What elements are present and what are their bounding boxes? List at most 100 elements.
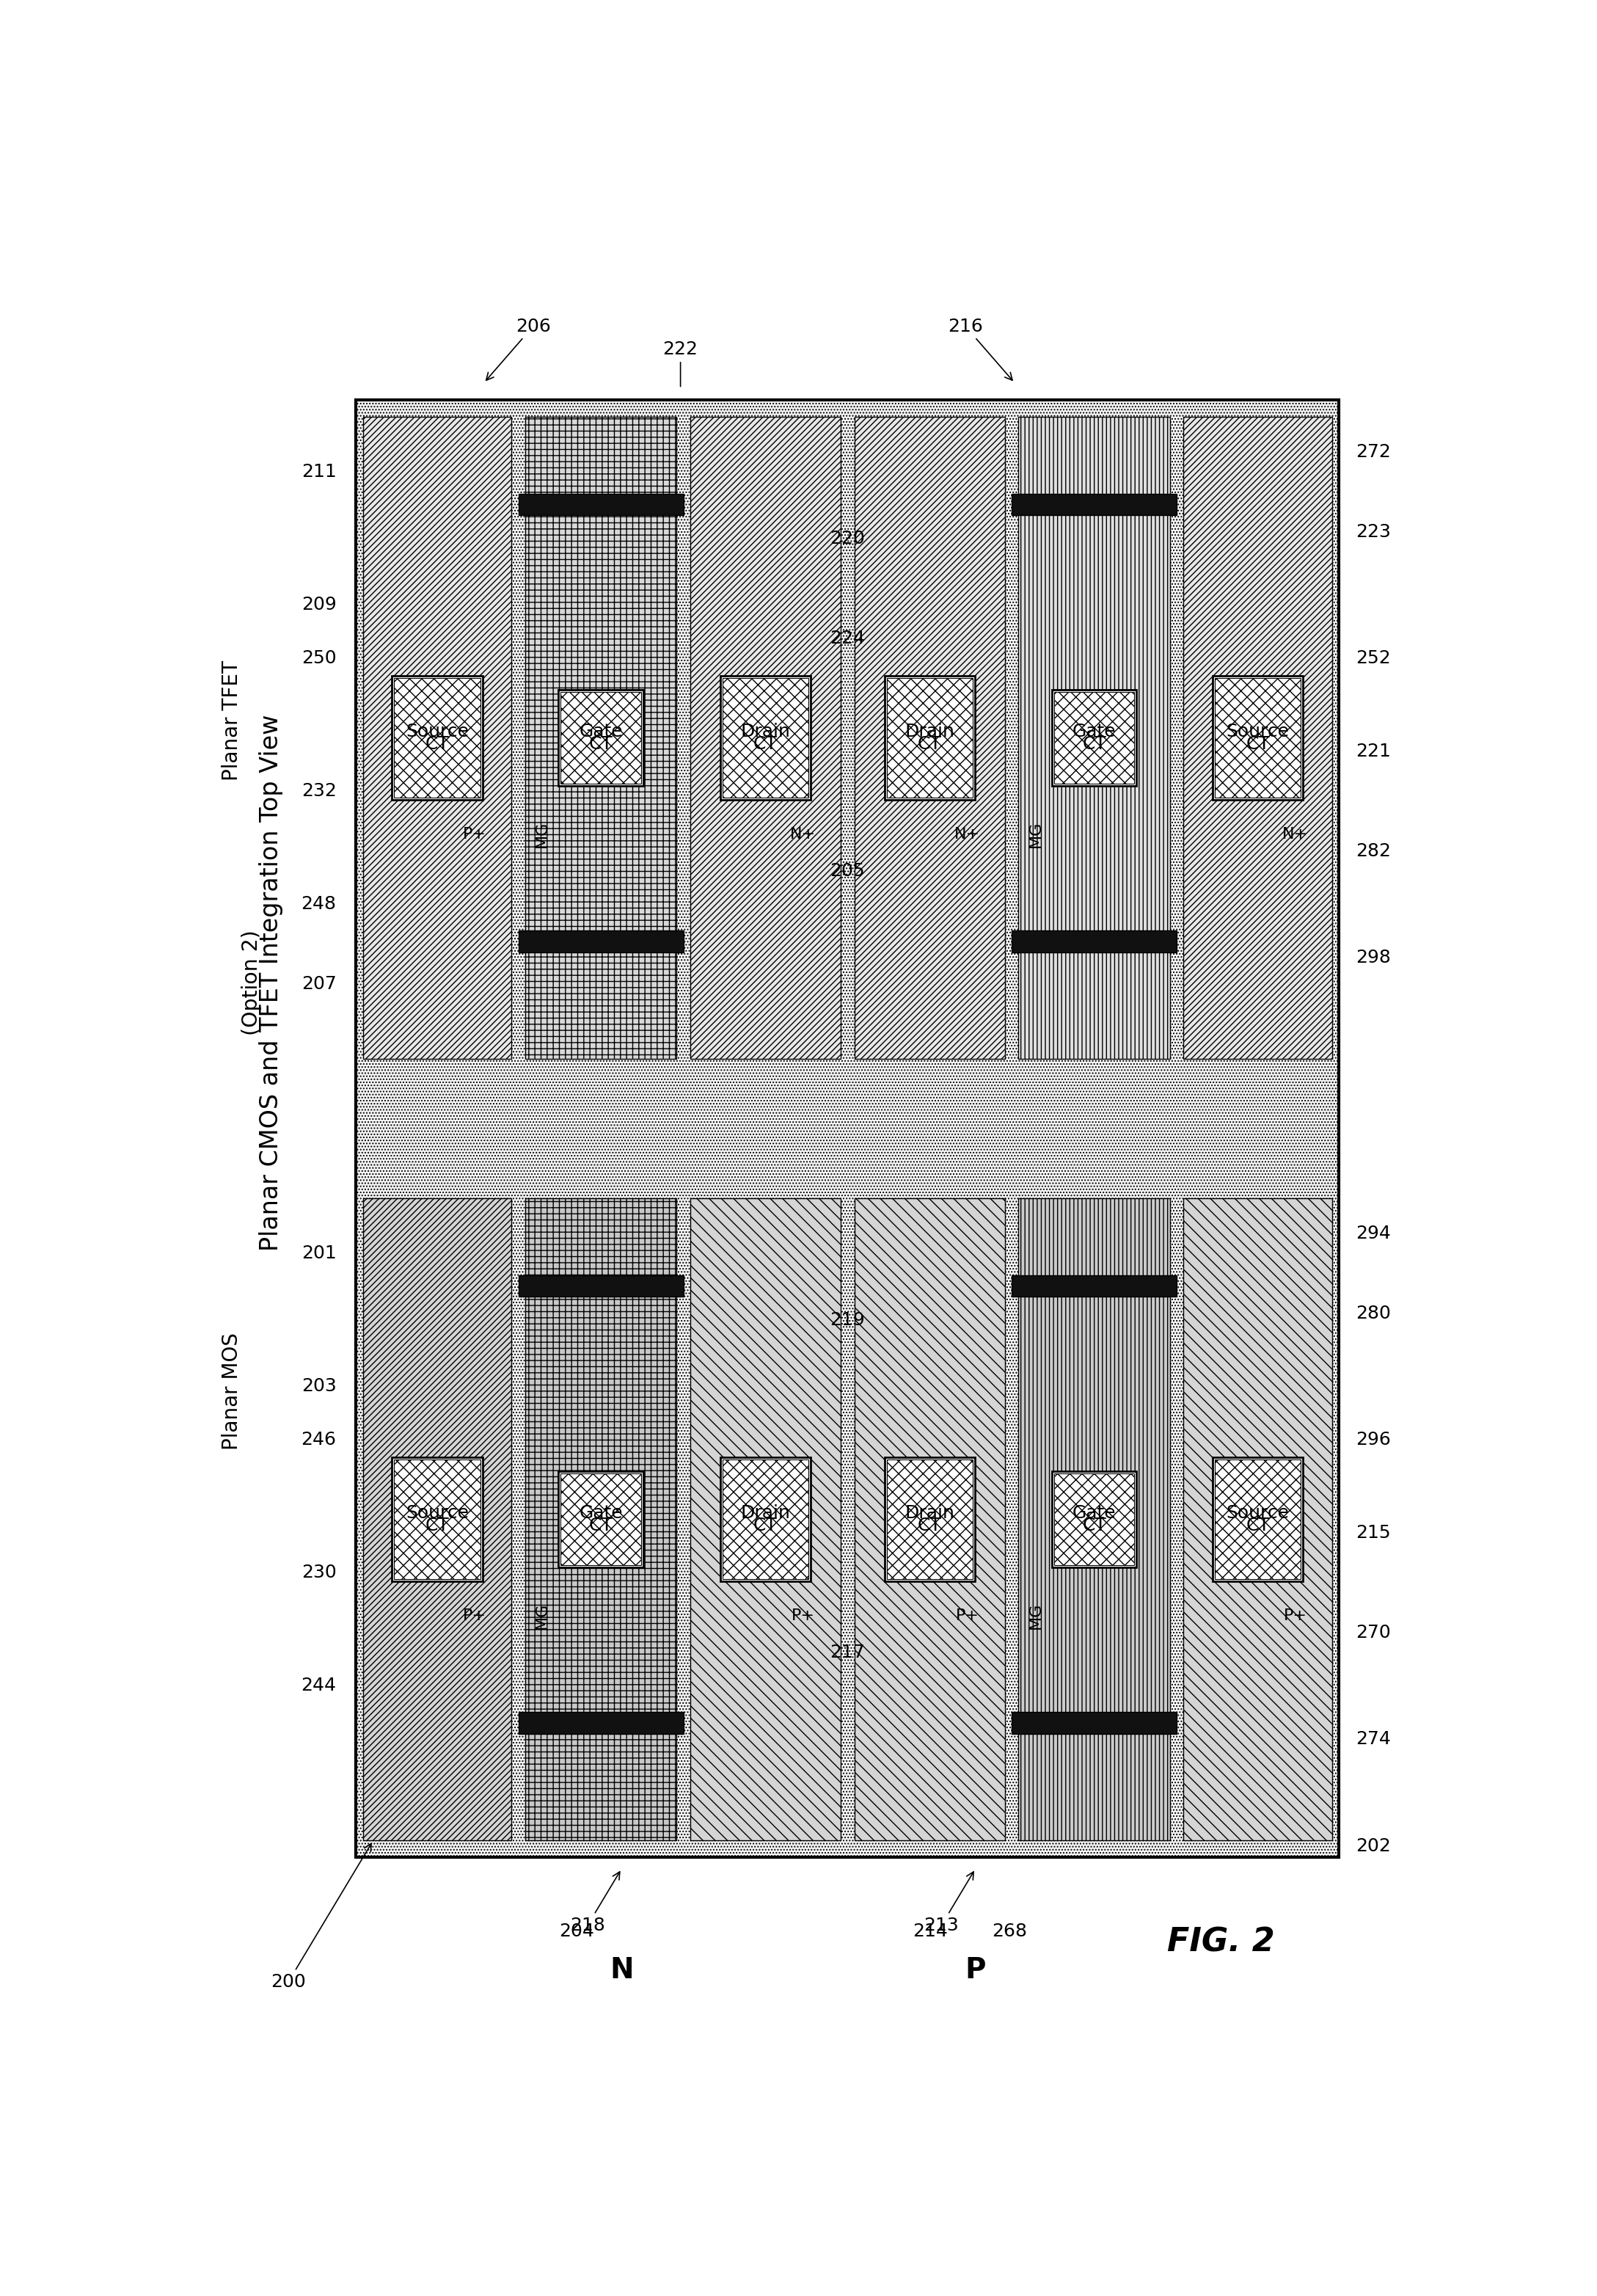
Text: MG: MG — [1028, 822, 1043, 847]
Text: Gate: Gate — [580, 723, 623, 742]
Text: MG: MG — [1028, 1603, 1043, 1630]
Text: CT: CT — [1246, 1518, 1270, 1534]
Bar — [854, 1199, 1005, 1841]
Text: Source: Source — [1226, 1504, 1289, 1522]
Text: 222: 222 — [663, 340, 698, 358]
Text: 214: 214 — [912, 1922, 947, 1940]
Text: 206: 206 — [485, 317, 551, 381]
Text: 209: 209 — [302, 597, 337, 613]
Text: 246: 246 — [302, 1430, 337, 1449]
Text: 244: 244 — [302, 1676, 337, 1694]
Text: CT: CT — [589, 1518, 613, 1534]
Text: P+: P+ — [463, 1609, 485, 1623]
Bar — [1019, 1199, 1171, 1841]
Bar — [1183, 1199, 1332, 1841]
Text: 211: 211 — [302, 464, 337, 480]
Text: Planar TFET: Planar TFET — [222, 661, 243, 781]
Bar — [885, 1458, 974, 1582]
Text: 213: 213 — [925, 1871, 974, 1933]
Text: 248: 248 — [302, 895, 337, 914]
Text: CT: CT — [589, 735, 613, 753]
Text: CT: CT — [918, 735, 942, 753]
Text: N+: N+ — [955, 827, 981, 843]
Text: 215: 215 — [1356, 1525, 1391, 1541]
Text: 230: 230 — [302, 1564, 337, 1582]
Bar — [519, 1274, 684, 1297]
Text: 218: 218 — [570, 1871, 620, 1933]
Text: CT: CT — [754, 735, 778, 753]
Text: Gate: Gate — [1072, 723, 1116, 742]
Text: Source: Source — [1226, 723, 1289, 742]
Bar — [1011, 1274, 1177, 1297]
Text: 220: 220 — [830, 530, 866, 546]
Text: CT: CT — [425, 1518, 449, 1534]
Text: 280: 280 — [1356, 1304, 1391, 1322]
Bar — [1212, 675, 1303, 799]
Text: Gate: Gate — [1072, 1504, 1116, 1522]
Text: 204: 204 — [559, 1922, 594, 1940]
Text: Drain: Drain — [741, 1504, 791, 1522]
Bar — [1052, 1472, 1137, 1568]
Text: N: N — [610, 1956, 634, 1984]
Text: 203: 203 — [302, 1378, 337, 1396]
Text: 205: 205 — [830, 861, 866, 879]
Bar — [363, 1199, 511, 1841]
Bar — [1054, 1474, 1134, 1566]
Text: N+: N+ — [791, 827, 816, 843]
Text: 268: 268 — [992, 1922, 1027, 1940]
Text: CT: CT — [1246, 735, 1270, 753]
Text: Source: Source — [406, 1504, 470, 1522]
Bar — [519, 1713, 684, 1733]
Text: 223: 223 — [1356, 523, 1391, 540]
Bar — [1011, 930, 1177, 953]
Bar — [720, 675, 811, 799]
Bar — [559, 1472, 644, 1568]
Text: CT: CT — [754, 1518, 778, 1534]
Text: 216: 216 — [949, 317, 1012, 381]
Bar — [886, 677, 973, 797]
Bar — [559, 689, 644, 785]
Text: 298: 298 — [1356, 948, 1391, 967]
Text: 202: 202 — [1356, 1837, 1391, 1855]
Text: 270: 270 — [1356, 1623, 1391, 1642]
Text: 282: 282 — [1356, 843, 1391, 859]
Bar — [885, 675, 974, 799]
Bar — [525, 418, 677, 1058]
Bar — [854, 418, 1005, 1058]
Text: 201: 201 — [302, 1244, 337, 1263]
Bar — [394, 1460, 481, 1580]
Bar — [1212, 1458, 1303, 1582]
Bar — [886, 1460, 973, 1580]
Bar — [1215, 1460, 1302, 1580]
Text: 252: 252 — [1356, 650, 1391, 666]
Text: 200: 200 — [271, 1844, 372, 1991]
Bar — [391, 1458, 482, 1582]
Text: MG: MG — [535, 822, 549, 847]
Bar — [1011, 494, 1177, 514]
Bar — [519, 494, 684, 514]
Text: FIG. 2: FIG. 2 — [1167, 1926, 1274, 1958]
Text: 296: 296 — [1356, 1430, 1391, 1449]
Bar — [519, 930, 684, 953]
Bar — [356, 400, 1338, 1857]
Text: Drain: Drain — [741, 723, 791, 742]
Text: Gate: Gate — [580, 1504, 623, 1522]
Text: CT: CT — [1083, 735, 1107, 753]
Bar — [1052, 689, 1137, 785]
Bar — [1019, 418, 1171, 1058]
Text: P+: P+ — [792, 1609, 814, 1623]
Text: MG: MG — [535, 1603, 549, 1630]
Bar — [1183, 418, 1332, 1058]
Text: Planar MOS: Planar MOS — [222, 1332, 243, 1449]
Text: Drain: Drain — [905, 1504, 955, 1522]
Text: 221: 221 — [1356, 742, 1391, 760]
Text: P+: P+ — [463, 827, 485, 843]
Text: P+: P+ — [1284, 1609, 1306, 1623]
Text: 272: 272 — [1356, 443, 1391, 461]
Text: 217: 217 — [830, 1644, 866, 1662]
Text: N+: N+ — [1282, 827, 1308, 843]
Text: Planar CMOS and TFET Integration Top View: Planar CMOS and TFET Integration Top Vie… — [259, 714, 284, 1251]
Text: 294: 294 — [1356, 1224, 1391, 1242]
Bar — [561, 691, 640, 783]
Text: 250: 250 — [302, 650, 337, 666]
